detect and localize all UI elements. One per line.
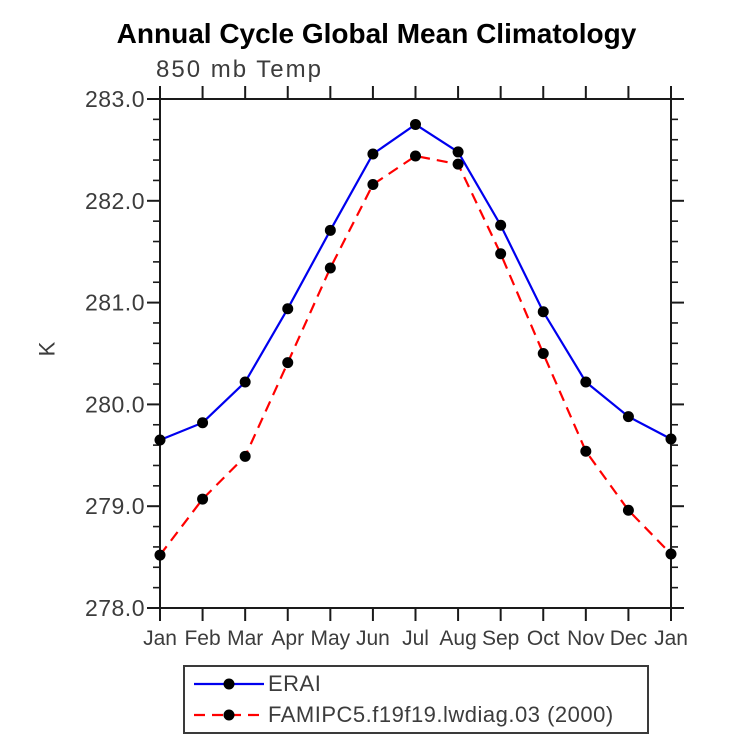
- data-point-0: [410, 118, 421, 130]
- data-point-0: [665, 433, 677, 445]
- x-tick-label: Jan: [654, 627, 688, 650]
- y-tick-label: 283.0: [85, 86, 145, 112]
- legend-marker-erai: [223, 678, 235, 690]
- x-tick-label: Sep: [482, 627, 519, 650]
- data-point-1: [622, 504, 634, 516]
- x-tick-label: Dec: [610, 627, 647, 650]
- x-tick-label: Jan: [143, 627, 177, 650]
- chart-subtitle: 850 mb Temp: [156, 56, 323, 83]
- x-tick-label: Jul: [402, 627, 429, 650]
- legend-item-erai: ERAI: [190, 670, 647, 698]
- data-point-0: [537, 306, 549, 318]
- series-line-1: [159, 154, 672, 556]
- data-point-0: [622, 411, 634, 423]
- data-point-0: [367, 148, 379, 160]
- data-point-1: [324, 262, 336, 274]
- x-tick-label: Jun: [356, 627, 390, 650]
- legend-box: ERAI FAMIPC5.f19f19.lwdiag.03 (2000): [183, 665, 649, 734]
- data-point-1: [580, 445, 592, 457]
- x-tick-label: Aug: [439, 627, 476, 650]
- data-point-0: [197, 417, 209, 429]
- data-point-1: [197, 493, 209, 505]
- y-tick-label: 281.0: [85, 290, 145, 316]
- data-point-0: [282, 303, 294, 315]
- x-tick-label: Feb: [184, 627, 220, 650]
- data-point-0: [495, 219, 507, 231]
- series-line-0: [159, 123, 672, 442]
- y-tick-label: 282.0: [85, 188, 145, 214]
- x-tick-label: Oct: [527, 627, 560, 650]
- data-point-0: [154, 434, 166, 446]
- data-point-0: [324, 224, 336, 236]
- legend-sample-famipc5: [194, 709, 264, 721]
- x-tick-label: Nov: [567, 627, 605, 650]
- data-point-0: [452, 146, 464, 158]
- data-point-1: [154, 549, 166, 561]
- data-point-1: [537, 348, 549, 359]
- x-tick-label: Apr: [271, 627, 304, 650]
- legend-item-famipc5: FAMIPC5.f19f19.lwdiag.03 (2000): [190, 701, 647, 729]
- axis-box: [159, 98, 672, 609]
- data-point-1: [367, 179, 379, 191]
- legend-sample-erai: [194, 678, 264, 690]
- data-point-0: [580, 376, 592, 388]
- y-tick-label: 280.0: [85, 391, 145, 417]
- legend-label-erai: ERAI: [268, 671, 322, 697]
- legend-marker-famipc5: [223, 709, 235, 721]
- data-point-1: [452, 158, 464, 170]
- data-point-1: [282, 357, 294, 369]
- x-tick-label: Mar: [227, 627, 263, 650]
- data-point-1: [239, 450, 251, 462]
- data-point-0: [239, 376, 251, 388]
- data-point-1: [665, 548, 677, 560]
- legend-label-famipc5: FAMIPC5.f19f19.lwdiag.03 (2000): [268, 701, 614, 727]
- data-point-1: [410, 150, 421, 162]
- y-tick-label: 279.0: [85, 493, 145, 519]
- y-tick-label: 278.0: [85, 595, 145, 621]
- x-tick-label: May: [310, 627, 350, 650]
- data-point-1: [495, 248, 507, 260]
- chart-title: Annual Cycle Global Mean Climatology: [116, 18, 637, 49]
